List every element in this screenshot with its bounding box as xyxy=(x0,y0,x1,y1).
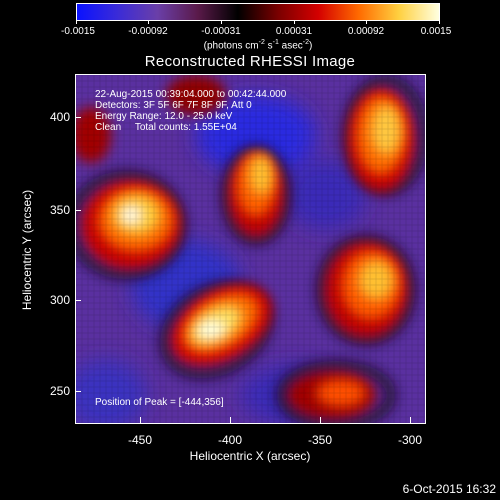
rhessi-image-plot: 22-Aug-2015 00:39:04.000 to 00:42:44.000… xyxy=(75,74,426,424)
pixel-grid-texture xyxy=(76,75,425,423)
plot-timestamp: 6-Oct-2015 16:32 xyxy=(402,482,496,496)
colorbar-tick-label: 0.00031 xyxy=(275,26,313,37)
x-tick-label: -300 xyxy=(397,433,423,447)
colorbar-tick xyxy=(221,20,222,24)
energy-range-annotation: Energy Range: 12.0 - 25.0 keV xyxy=(95,111,233,122)
image-title: Reconstructed RHESSI Image xyxy=(144,53,356,70)
x-tick xyxy=(320,417,321,424)
x-axis-label: Heliocentric X (arcsec) xyxy=(189,449,311,463)
colorbar-tick-label: -0.00031 xyxy=(201,26,241,37)
y-tick-label: 250 xyxy=(49,384,70,398)
y-tick xyxy=(75,300,81,301)
colorbar xyxy=(76,3,440,21)
clean-counts-annotation: Clean Total counts: 1.55E+04 xyxy=(95,122,237,133)
x-tick-label: -450 xyxy=(127,433,153,447)
x-tick-label: -350 xyxy=(307,433,333,447)
y-tick-label: 300 xyxy=(49,293,70,307)
colorbar-tick xyxy=(439,20,440,24)
colorbar-tick xyxy=(76,20,77,24)
x-tick xyxy=(140,417,141,424)
y-tick xyxy=(75,117,81,118)
time-range-annotation: 22-Aug-2015 00:39:04.000 to 00:42:44.000 xyxy=(95,89,287,100)
y-tick xyxy=(75,391,81,392)
colorbar-tick-label: -0.00092 xyxy=(128,26,168,37)
x-tick xyxy=(230,417,231,424)
colorbar-tick xyxy=(366,20,367,24)
colorbar-tick-label: -0.0015 xyxy=(61,26,95,37)
x-tick xyxy=(410,417,411,424)
colorbar-tick-label: 0.0015 xyxy=(420,26,452,37)
colorbar-unit-label: (photons cm-2 s-1 asec-2) xyxy=(203,39,313,52)
detectors-annotation: Detectors: 3F 5F 6F 7F 8F 9F, Att 0 xyxy=(95,100,252,111)
y-tick-label: 350 xyxy=(49,203,70,217)
y-tick xyxy=(75,210,81,211)
colorbar-tick xyxy=(294,20,295,24)
x-tick-label: -400 xyxy=(217,433,243,447)
peak-position-annotation: Position of Peak = [-444,356] xyxy=(95,397,224,408)
y-tick-label: 400 xyxy=(49,110,70,124)
rhessi-image-heatmap xyxy=(76,75,425,423)
y-axis-label: Heliocentric Y (arcsec) xyxy=(20,189,34,311)
colorbar-tick-label: 0.00092 xyxy=(347,26,385,37)
colorbar-tick xyxy=(148,20,149,24)
